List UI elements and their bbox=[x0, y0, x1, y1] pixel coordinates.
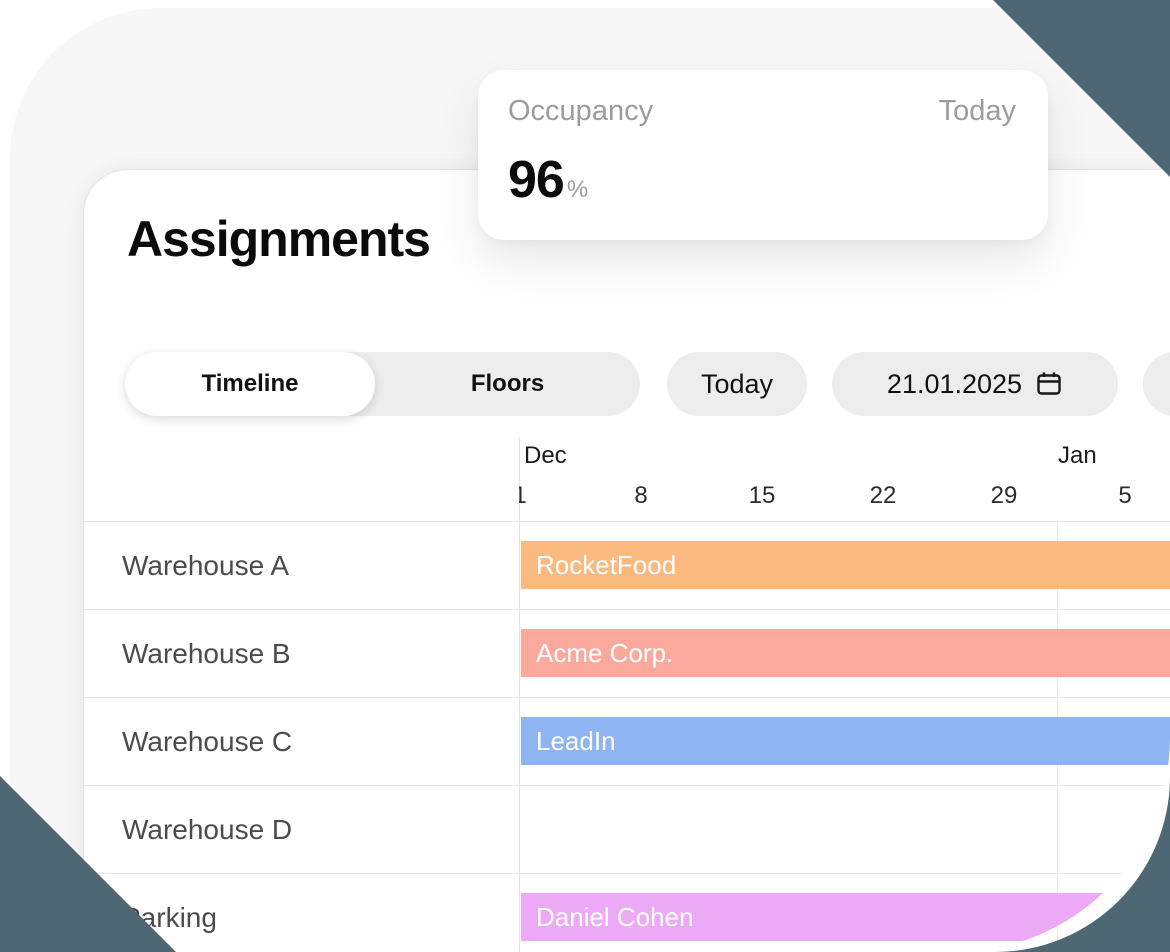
day-tick-label: 8 bbox=[634, 482, 648, 509]
assignment-bar[interactable]: LeadIn bbox=[521, 717, 1170, 765]
toolbar: Timeline Floors Today 21.01.2025 bbox=[125, 352, 1170, 416]
page-title: Assignments bbox=[127, 211, 431, 267]
assignment-row: Warehouse D bbox=[84, 785, 1170, 873]
assignment-bar-label: LeadIn bbox=[536, 725, 616, 756]
timeline-axis: Dec Jan 1 8 15 22 29 5 bbox=[519, 437, 1170, 521]
today-button[interactable]: Today bbox=[667, 352, 807, 416]
assignment-bar[interactable]: Acme Corp. bbox=[521, 629, 1170, 677]
assignment-bar-label: Acme Corp. bbox=[536, 637, 674, 668]
space-label: Warehouse B bbox=[122, 637, 291, 669]
occupancy-value: 96 bbox=[508, 151, 565, 209]
occupancy-unit: % bbox=[566, 176, 589, 203]
assignment-bar-label: RocketFood bbox=[536, 549, 677, 580]
tab-timeline-label: Timeline bbox=[201, 370, 299, 397]
assignments-grid: Warehouse A RocketFood Warehouse B Acme … bbox=[84, 521, 1170, 952]
calendar-icon bbox=[1037, 372, 1061, 395]
assignment-row: Warehouse A RocketFood bbox=[84, 521, 1170, 609]
tab-floors[interactable]: Floors bbox=[375, 352, 640, 416]
space-label: Parking bbox=[122, 901, 217, 933]
occupancy-card: Occupancy Today 96 % bbox=[478, 70, 1048, 240]
assignment-row: Warehouse C LeadIn bbox=[84, 697, 1170, 785]
space-label: Warehouse C bbox=[122, 725, 293, 757]
occupancy-value-group: 96 % bbox=[508, 150, 588, 210]
assignment-bar[interactable]: RocketFood bbox=[521, 541, 1170, 589]
assignment-row: Warehouse B Acme Corp. bbox=[84, 609, 1170, 697]
assignments-panel: Assignments Timeline Floors Today 21.01.… bbox=[84, 170, 1170, 952]
day-tick-label: 29 bbox=[990, 482, 1018, 509]
day-tick-label: 22 bbox=[869, 482, 897, 509]
month-label: Jan bbox=[1058, 442, 1097, 469]
day-tick-label: 15 bbox=[748, 482, 776, 509]
space-label: Warehouse D bbox=[122, 813, 293, 845]
cutoff-toolbar-button[interactable] bbox=[1143, 352, 1170, 416]
assignment-row: Parking Daniel Cohen bbox=[84, 873, 1170, 952]
day-tick-label: 1 bbox=[519, 482, 527, 509]
assignment-bar-label: Daniel Cohen bbox=[536, 901, 694, 932]
month-label: Dec bbox=[524, 442, 567, 469]
tab-floors-label: Floors bbox=[470, 370, 545, 397]
occupancy-title: Occupancy bbox=[508, 95, 654, 127]
today-button-label: Today bbox=[700, 368, 774, 399]
day-tick-label: 5 bbox=[1118, 482, 1132, 509]
timeline-left-divider bbox=[519, 437, 520, 952]
view-switcher: Timeline Floors bbox=[125, 352, 640, 416]
date-picker-value: 21.01.2025 bbox=[886, 368, 1023, 399]
date-picker[interactable]: 21.01.2025 bbox=[832, 352, 1118, 416]
space-label: Warehouse A bbox=[122, 549, 290, 581]
occupancy-period: Today bbox=[938, 95, 1016, 127]
tab-timeline[interactable]: Timeline bbox=[125, 352, 375, 416]
assignment-bar[interactable]: Daniel Cohen bbox=[521, 893, 1170, 941]
